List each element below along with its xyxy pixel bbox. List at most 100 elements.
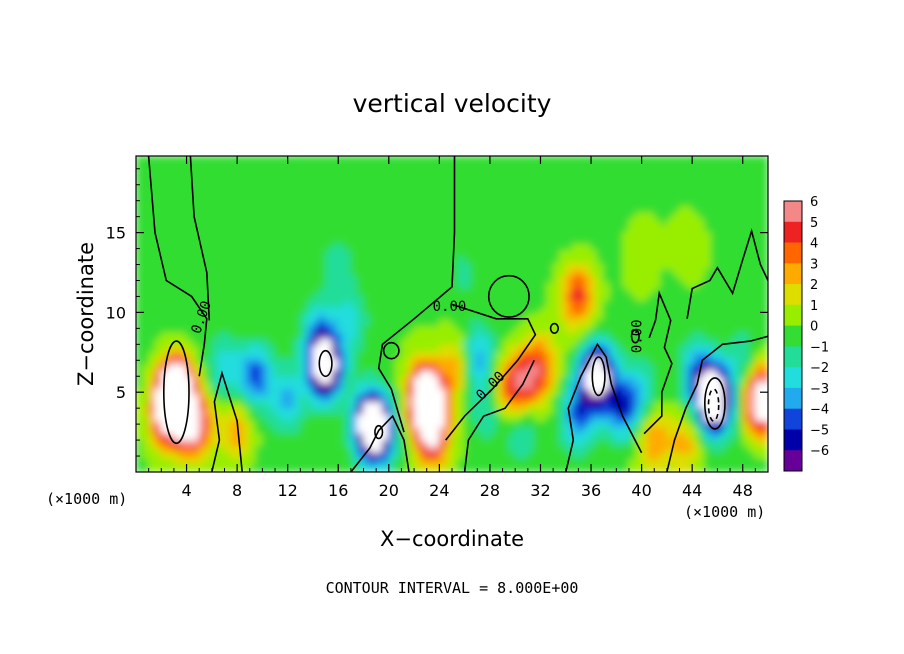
field-cell <box>754 199 763 207</box>
field-cell <box>634 206 642 214</box>
field-cell <box>647 187 655 195</box>
field-cell <box>628 440 636 448</box>
field-cell <box>337 282 345 290</box>
field-cell <box>514 408 522 416</box>
field-cell <box>420 275 428 283</box>
field-cell <box>325 465 333 472</box>
field-cell <box>407 237 415 245</box>
field-cell <box>679 370 687 378</box>
field-cell <box>136 427 143 435</box>
field-cell <box>691 269 699 277</box>
field-cell <box>672 187 680 195</box>
field-cell <box>167 319 175 328</box>
field-cell <box>552 212 560 220</box>
field-cell <box>729 345 737 353</box>
field-cell <box>167 376 175 384</box>
field-cell <box>280 206 289 214</box>
field-cell <box>217 199 225 207</box>
field-cell <box>704 440 712 448</box>
field-cell <box>268 225 276 233</box>
field-cell <box>742 269 750 277</box>
field-cell <box>470 300 478 309</box>
field-cell <box>268 383 276 391</box>
field-cell <box>540 389 548 397</box>
field-cell <box>205 282 213 290</box>
field-cell <box>306 319 314 328</box>
field-cell <box>432 294 440 302</box>
field-cell <box>710 199 718 207</box>
field-cell <box>369 218 377 226</box>
field-cell <box>546 408 554 416</box>
field-cell <box>761 180 768 188</box>
field-cell <box>603 326 611 334</box>
field-cell <box>268 376 276 384</box>
field-cell <box>401 282 409 290</box>
field-cell <box>198 269 206 277</box>
field-cell <box>672 256 680 264</box>
field-cell <box>407 294 415 302</box>
field-cell <box>141 250 150 258</box>
field-cell <box>141 193 150 201</box>
field-cell <box>546 414 554 422</box>
field-cell <box>723 345 731 353</box>
field-cell <box>160 161 168 170</box>
field-cell <box>754 389 763 397</box>
field-cell <box>413 294 421 302</box>
field-cell <box>420 231 428 239</box>
field-cell <box>527 370 535 378</box>
field-cell <box>723 421 731 429</box>
field-cell <box>136 218 143 226</box>
field-cell <box>363 256 371 264</box>
field-cell <box>280 408 289 416</box>
field-cell <box>375 237 383 245</box>
field-cell <box>754 244 763 252</box>
field-cell <box>685 263 693 271</box>
field-cell <box>540 370 548 378</box>
field-cell <box>243 161 251 170</box>
field-cell <box>584 376 592 384</box>
field-cell <box>546 263 554 271</box>
field-cell <box>634 294 642 302</box>
field-cell <box>255 376 263 384</box>
field-cell <box>457 300 466 309</box>
field-cell <box>546 168 554 176</box>
field-cell <box>230 458 238 467</box>
field-cell <box>375 231 383 239</box>
field-cell <box>546 206 554 214</box>
field-cell <box>514 288 522 296</box>
field-cell <box>533 212 541 220</box>
field-cell <box>615 168 624 176</box>
field-cell <box>350 357 358 365</box>
field-cell <box>293 269 301 277</box>
field-cell <box>483 465 491 472</box>
field-cell <box>729 206 737 214</box>
field-cell <box>736 218 744 226</box>
field-cell <box>552 332 560 340</box>
field-cell <box>243 256 251 264</box>
field-cell <box>331 370 339 378</box>
field-cell <box>742 364 750 372</box>
field-cell <box>230 263 238 271</box>
field-cell <box>628 187 636 195</box>
field-cell <box>268 161 276 170</box>
field-cell <box>470 231 478 239</box>
field-cell <box>148 206 156 214</box>
field-cell <box>615 332 624 340</box>
field-cell <box>710 307 718 315</box>
field-cell <box>356 294 364 302</box>
field-cell <box>476 465 484 472</box>
field-cell <box>451 275 459 283</box>
field-cell <box>413 458 421 467</box>
field-cell <box>148 237 156 245</box>
field-cell <box>141 206 150 214</box>
field-cell <box>660 351 668 359</box>
field-cell <box>325 395 333 403</box>
field-cell <box>628 269 636 277</box>
field-cell <box>672 458 680 467</box>
field-cell <box>280 212 289 220</box>
field-cell <box>521 408 529 416</box>
field-cell <box>413 187 421 195</box>
field-cell <box>148 452 156 460</box>
field-cell <box>578 300 586 309</box>
field-cell <box>559 440 567 448</box>
